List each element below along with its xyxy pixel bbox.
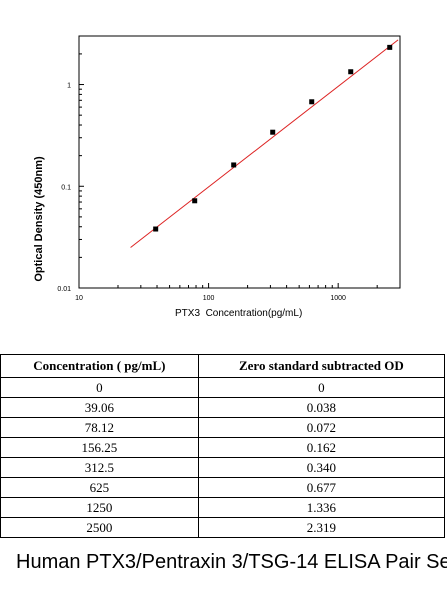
y-axis-label: Optical Density (450nm) xyxy=(33,156,45,282)
x-tick-label: 1000 xyxy=(330,295,346,302)
table-cell-concentration: 39.06 xyxy=(0,397,199,418)
table-cell-concentration: 2500 xyxy=(0,517,199,538)
table-cell-od: 0.072 xyxy=(197,417,446,438)
x-axis-label: PTX3 Concentration(pg/mL) xyxy=(175,308,303,319)
table-header-od: Zero standard subtracted OD xyxy=(197,354,446,378)
table-row: 39.06 0.038 xyxy=(0,397,446,418)
table-row: 2500 2.319 xyxy=(0,517,446,538)
data-point xyxy=(192,198,198,204)
table-cell-od: 0.677 xyxy=(197,477,446,498)
data-point xyxy=(348,69,354,75)
fit-line xyxy=(130,39,399,248)
plot-area xyxy=(78,35,401,289)
y-tick-label: 1 xyxy=(67,83,71,90)
table-cell-od: 1.336 xyxy=(197,497,446,518)
table-cell-concentration: 1250 xyxy=(0,497,199,518)
x-tick-label: 10 xyxy=(75,295,83,302)
data-point xyxy=(231,162,237,168)
table-cell-concentration: 312.5 xyxy=(0,457,199,478)
table-row: 1250 1.336 xyxy=(0,497,446,518)
standard-curve-chart: 10 100 1000 0.01 0.1 1 xyxy=(57,35,401,302)
table-row: 78.12 0.072 xyxy=(0,417,446,438)
data-point xyxy=(270,129,276,135)
table-header-row: Concentration ( pg/mL) Zero standard sub… xyxy=(0,354,446,378)
table-row: 156.25 0.162 xyxy=(0,437,446,458)
data-point xyxy=(153,226,159,232)
y-tick-label: 0.1 xyxy=(61,184,71,191)
table-header-concentration: Concentration ( pg/mL) xyxy=(0,354,199,378)
table-cell-od: 0 xyxy=(197,377,446,398)
standard-data-table: Concentration ( pg/mL) Zero standard sub… xyxy=(0,354,446,538)
x-tick-label: 100 xyxy=(203,295,215,302)
table-cell-concentration: 78.12 xyxy=(0,417,199,438)
table-cell-concentration: 625 xyxy=(0,477,199,498)
table-cell-od: 0.162 xyxy=(197,437,446,458)
data-point xyxy=(387,44,393,50)
table-cell-od: 0.340 xyxy=(197,457,446,478)
table-row: 312.5 0.340 xyxy=(0,457,446,478)
figure-caption: Human PTX3/Pentraxin 3/TSG-14 ELISA Pair… xyxy=(16,551,447,573)
y-tick-label: 0.01 xyxy=(57,286,71,293)
data-point xyxy=(309,99,315,105)
table-cell-od: 2.319 xyxy=(197,517,446,538)
table-cell-od: 0.038 xyxy=(197,397,446,418)
table-cell-concentration: 156.25 xyxy=(0,437,199,458)
table-row: 625 0.677 xyxy=(0,477,446,498)
table-cell-concentration: 0 xyxy=(0,377,199,398)
